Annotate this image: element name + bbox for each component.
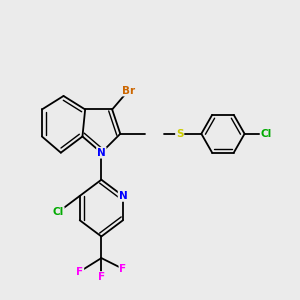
- Text: F: F: [76, 267, 83, 277]
- Text: N: N: [97, 148, 106, 158]
- Text: F: F: [119, 264, 127, 274]
- Text: F: F: [98, 272, 105, 282]
- Text: Cl: Cl: [261, 129, 272, 139]
- Text: S: S: [176, 129, 184, 139]
- Text: Cl: Cl: [52, 207, 64, 217]
- Text: Br: Br: [122, 85, 135, 96]
- Text: N: N: [118, 191, 127, 201]
